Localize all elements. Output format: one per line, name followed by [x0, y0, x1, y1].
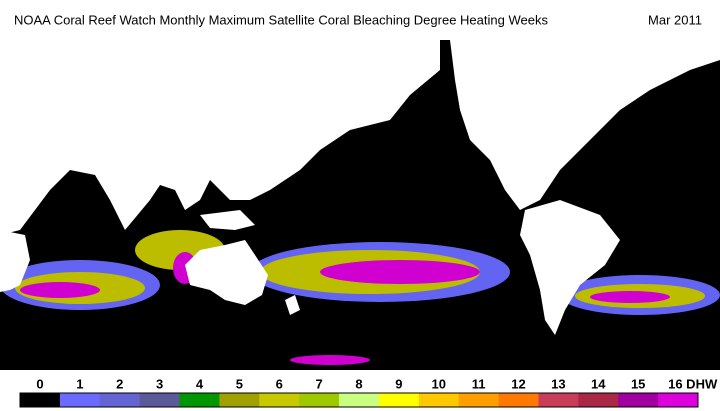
colorbar-swatch	[378, 393, 420, 407]
colorbar-label: 16 DHW	[668, 376, 718, 391]
africa	[0, 230, 30, 292]
colorbar-label: 13	[551, 376, 565, 391]
colorbar-swatch	[219, 393, 260, 407]
colorbar-label: 6	[276, 376, 283, 391]
australia	[185, 240, 268, 305]
map	[0, 40, 720, 377]
antarctica	[0, 370, 720, 377]
colorbar-swatch	[99, 393, 141, 407]
colorbar-label: 2	[116, 376, 123, 391]
colorbar-swatch	[299, 393, 340, 407]
colorbar-swatch	[179, 393, 220, 407]
greenland	[560, 40, 650, 90]
north-america	[450, 40, 720, 210]
colorbar-frame	[19, 392, 699, 408]
colorbar-swatch	[538, 393, 579, 407]
colorbar-label: 15	[631, 376, 645, 391]
colorbar-label: 14	[591, 376, 606, 391]
colorbar-label: 9	[395, 376, 402, 391]
colorbar-swatch	[418, 393, 460, 407]
colorbar-swatch	[259, 393, 300, 407]
colorbar-swatch	[618, 393, 659, 407]
map-date: Mar 2011	[648, 12, 702, 27]
new-zealand	[285, 295, 300, 315]
south-america	[520, 200, 620, 335]
colorbar-label: 1	[76, 376, 83, 391]
colorbar-swatch	[498, 393, 539, 407]
heat-area	[290, 355, 370, 365]
land	[0, 40, 720, 377]
colorbar-label: 10	[432, 376, 446, 391]
eurasia	[0, 40, 440, 235]
islands	[200, 210, 255, 230]
colorbar: 0 1 2 3 4 5 6 7 8 9 10 11 12 13 14 15 16 DHW	[19, 376, 718, 408]
colorbar-label: 12	[511, 376, 525, 391]
colorbar-swatch	[578, 393, 619, 407]
colorbar-swatch	[658, 393, 699, 407]
colorbar-swatch	[139, 393, 181, 407]
colorbar-label: 7	[316, 376, 323, 391]
colorbar-label: 11	[472, 376, 486, 391]
colorbar-label: 3	[156, 376, 163, 391]
heat-area	[320, 260, 480, 284]
colorbar-swatch	[59, 393, 101, 407]
colorbar-label: 5	[236, 376, 243, 391]
colorbar-swatch	[20, 393, 61, 407]
colorbar-swatch	[458, 393, 500, 407]
map-title: NOAA Coral Reef Watch Monthly Maximum Sa…	[14, 12, 548, 27]
colorbar-label: 0	[36, 376, 43, 391]
heat-area	[20, 282, 100, 298]
colorbar-label: 8	[355, 376, 362, 391]
colorbar-label: 4	[196, 376, 204, 391]
colorbar-swatch	[339, 393, 380, 407]
heat-area	[590, 291, 670, 303]
